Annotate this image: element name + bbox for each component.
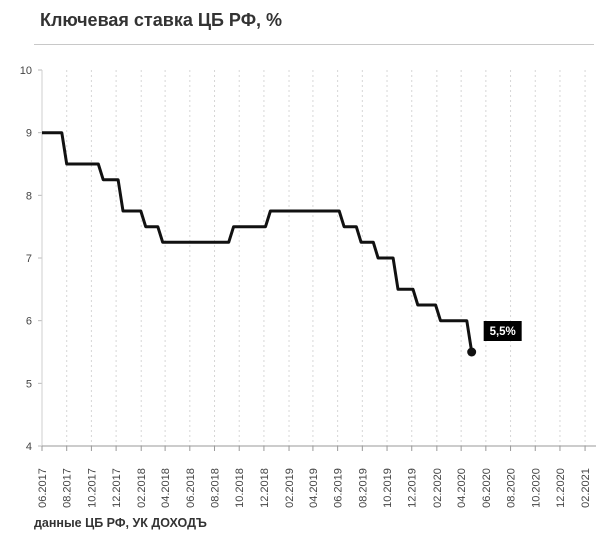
y-tick-label: 10 [20, 65, 32, 77]
key-rate-chart: 4 5 6 7 8 9 10 06.2017 08.2017 10.2017 12.2017 02.2… [20, 65, 596, 508]
x-tick-label: 06.2018 [185, 468, 197, 508]
x-tick-label: 06.2019 [333, 468, 345, 508]
x-tick-label: 06.2017 [37, 468, 49, 508]
y-tick-label: 6 [26, 316, 32, 328]
x-tick-label: 10.2018 [234, 468, 246, 508]
title-divider [34, 44, 594, 45]
last-value-label: 5,5% [490, 326, 516, 338]
x-tick-label: 12.2020 [555, 468, 567, 508]
y-tick-label: 4 [26, 441, 32, 453]
key-rate-line [42, 131, 474, 353]
y-tick-label: 5 [26, 378, 32, 390]
x-tick-label: 08.2020 [506, 468, 518, 508]
x-tick-label: 06.2020 [481, 468, 493, 508]
last-value-label-box [483, 321, 522, 341]
x-tick-label: 12.2017 [111, 468, 123, 508]
x-tick-label: 04.2020 [456, 468, 468, 508]
x-tick-label: 08.2017 [62, 468, 74, 508]
x-tick-label: 02.2019 [284, 468, 296, 508]
data-source-note: данные ЦБ РФ, УК ДОХОДЪ [34, 516, 207, 530]
last-value-point [467, 347, 477, 357]
x-tick-label: 02.2020 [432, 468, 444, 508]
chart-title: Ключевая ставка ЦБ РФ, % [40, 10, 283, 30]
x-tick-label: 10.2017 [86, 468, 98, 508]
y-tick-label: 7 [26, 253, 32, 265]
x-tick-label: 02.2018 [136, 468, 148, 508]
x-tick-label: 04.2019 [308, 468, 320, 508]
x-tick-label: 08.2019 [357, 468, 369, 508]
y-tick-label: 9 [26, 128, 32, 140]
x-tick-label: 10.2019 [382, 468, 394, 508]
x-tick-label: 08.2018 [210, 468, 222, 508]
x-tick-label: 02.2021 [580, 468, 592, 508]
x-tick-label: 12.2019 [407, 468, 419, 508]
x-tick-label: 04.2018 [160, 468, 172, 508]
x-tick-label: 10.2020 [530, 468, 542, 508]
x-tick-label: 12.2018 [259, 468, 271, 508]
y-tick-label: 8 [26, 190, 32, 202]
